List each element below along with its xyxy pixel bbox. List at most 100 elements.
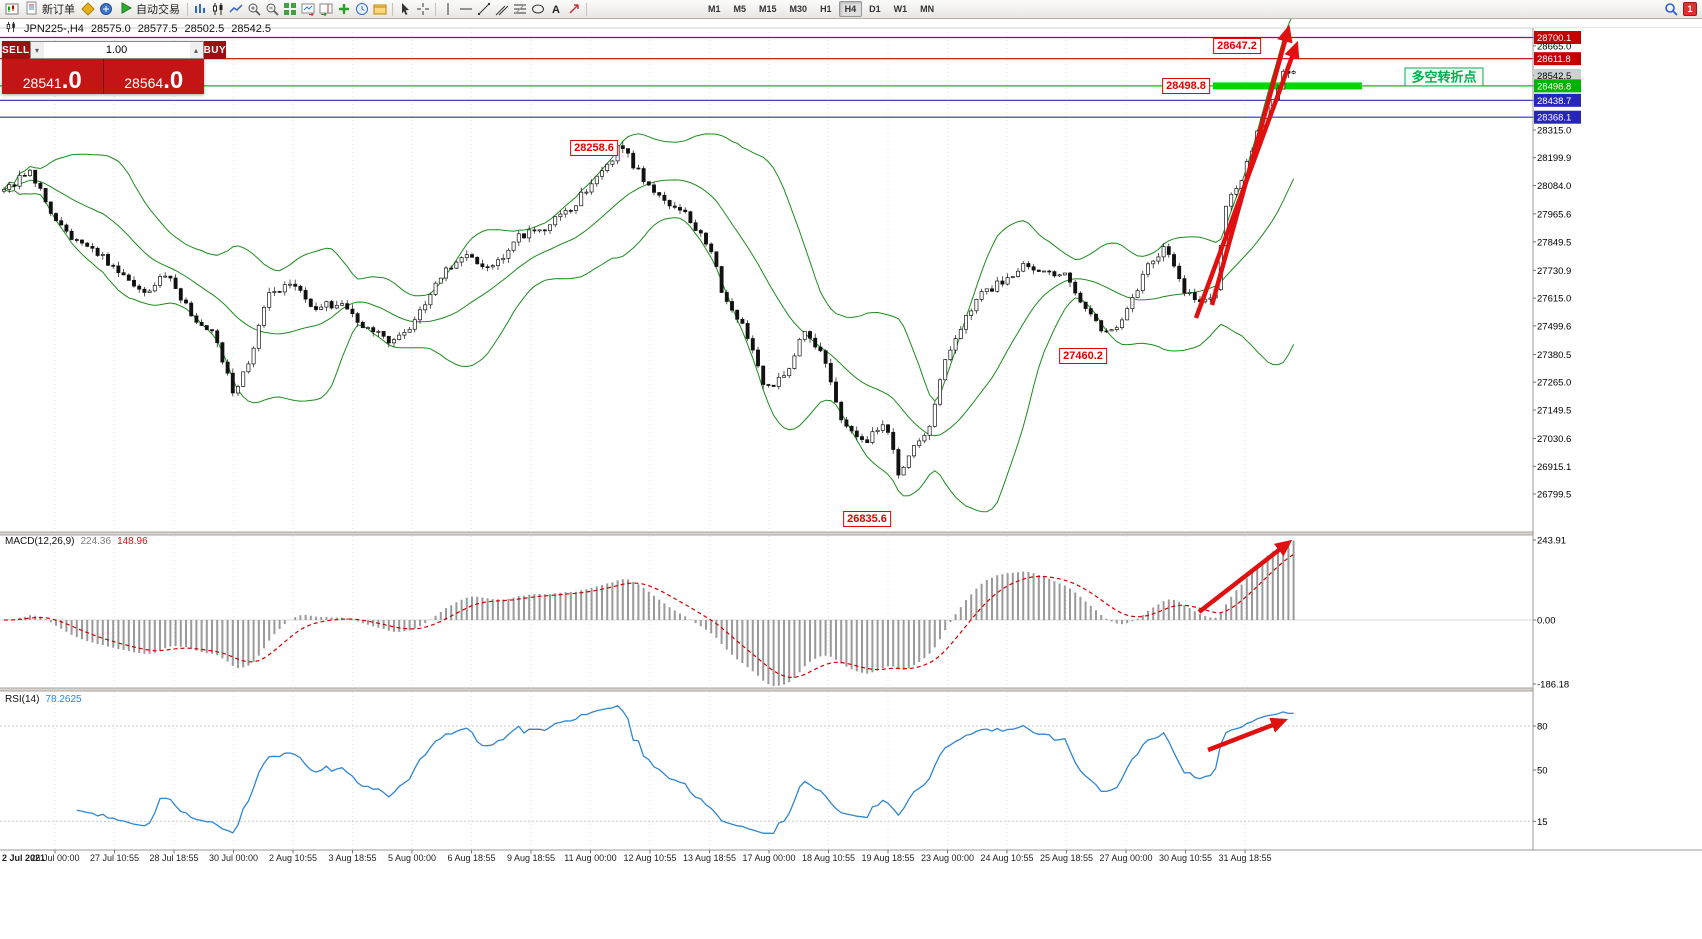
volume-box: ▾ ▴ <box>29 41 204 59</box>
svg-text:2 Aug 10:55: 2 Aug 10:55 <box>269 853 317 863</box>
periods-icon[interactable] <box>353 1 371 17</box>
auto-scroll-icon[interactable] <box>299 1 317 17</box>
svg-text:28199.9: 28199.9 <box>1537 153 1571 164</box>
svg-text:26 Jul 00:00: 26 Jul 00:00 <box>30 853 79 863</box>
crosshair-icon[interactable] <box>414 1 432 17</box>
pane-separator[interactable] <box>0 531 1702 536</box>
svg-text:-186.18: -186.18 <box>1537 680 1569 691</box>
volume-decrease-button[interactable]: ▾ <box>30 42 44 58</box>
svg-text:27030.6: 27030.6 <box>1537 434 1571 445</box>
macd-signal-line <box>3 553 1294 679</box>
rsi-value: 78.2625 <box>45 694 82 705</box>
zoom-out-icon[interactable] <box>263 1 281 17</box>
ohlc-high: 28577.5 <box>137 22 178 35</box>
tile-windows-icon[interactable] <box>281 1 299 17</box>
chart-shift-icon[interactable] <box>317 1 335 17</box>
cursor-icon[interactable] <box>396 1 414 17</box>
trend-arrows[interactable] <box>1193 24 1300 753</box>
rsi-name: RSI(14) <box>5 694 40 705</box>
tf-button-w1[interactable]: W1 <box>893 4 908 14</box>
svg-text:28542.5: 28542.5 <box>1537 71 1571 82</box>
svg-text:30 Aug 10:55: 30 Aug 10:55 <box>1159 853 1212 863</box>
svg-text:26915.1: 26915.1 <box>1537 462 1571 473</box>
autotrading-button[interactable]: 自动交易 <box>115 1 184 17</box>
svg-text:28084.0: 28084.0 <box>1537 181 1571 192</box>
pane-separator[interactable] <box>0 687 1702 692</box>
svg-text:25 Aug 18:55: 25 Aug 18:55 <box>1040 853 1093 863</box>
macd-signal-value: 148.96 <box>117 536 148 547</box>
svg-text:9 Aug 18:55: 9 Aug 18:55 <box>507 853 555 863</box>
ohlc-open: 28575.0 <box>90 22 131 35</box>
support-zone-line[interactable] <box>1213 82 1362 90</box>
new-order-button[interactable]: 新订单 <box>21 1 79 17</box>
macd-name: MACD(12,26,9) <box>5 536 75 547</box>
tf-button-d1[interactable]: D1 <box>869 4 881 14</box>
svg-text:27499.6: 27499.6 <box>1537 321 1571 332</box>
trendline-icon[interactable] <box>475 1 493 17</box>
svg-text:28 Jul 18:55: 28 Jul 18:55 <box>149 853 198 863</box>
notification-badge[interactable]: 1 <box>1683 2 1697 16</box>
svg-text:19 Aug 18:55: 19 Aug 18:55 <box>861 853 914 863</box>
arrow-label-icon[interactable] <box>565 1 583 17</box>
price-label-tag[interactable]: 28647.2 <box>1213 38 1261 54</box>
navigator-icon[interactable] <box>97 1 115 17</box>
fibonacci-icon[interactable] <box>511 1 529 17</box>
tf-button-h1[interactable]: H1 <box>820 4 832 14</box>
svg-text:28498.8: 28498.8 <box>1537 81 1571 92</box>
search-icon[interactable] <box>1662 1 1680 17</box>
tf-button-h4[interactable]: H4 <box>838 1 863 17</box>
toolbar-separator <box>392 2 393 16</box>
sell-price[interactable]: 28541.0 <box>2 59 104 94</box>
candle-chart-icon[interactable] <box>209 1 227 17</box>
tf-button-m1[interactable]: M1 <box>708 4 721 14</box>
shapes-icon[interactable] <box>529 1 547 17</box>
chart-background[interactable] <box>0 18 1702 939</box>
add-indicator-icon[interactable] <box>335 1 353 17</box>
one-click-trading-panel: SELL ▾ ▴ BUY 28541.0 28564.0 <box>2 41 227 94</box>
templates-icon[interactable] <box>371 1 389 17</box>
toolbar-separator <box>435 2 436 16</box>
bar-chart-icon[interactable] <box>191 1 209 17</box>
svg-text:28315.0: 28315.0 <box>1537 126 1571 137</box>
tf-button-mn[interactable]: MN <box>920 4 935 14</box>
tf-button-m5[interactable]: M5 <box>733 4 747 14</box>
buy-price-frac: .0 <box>163 67 184 94</box>
text-icon[interactable]: A <box>547 1 565 17</box>
new-chart-icon[interactable] <box>3 1 21 17</box>
trend-note[interactable]: 多空转折点 <box>1404 67 1484 87</box>
rsi-label: RSI(14) 78.2625 <box>5 694 82 705</box>
svg-text:27 Jul 10:55: 27 Jul 10:55 <box>90 853 139 863</box>
macd-axis: 243.91 0.00 -186.18 <box>1533 536 1569 691</box>
svg-text:5 Aug 00:00: 5 Aug 00:00 <box>388 853 436 863</box>
svg-text:80: 80 <box>1537 722 1548 733</box>
volume-increase-button[interactable]: ▴ <box>189 42 203 58</box>
volume-input[interactable] <box>43 42 190 58</box>
svg-text:243.91: 243.91 <box>1537 536 1566 547</box>
svg-text:17 Aug 00:00: 17 Aug 00:00 <box>742 853 795 863</box>
price-label-tag[interactable]: 28258.6 <box>570 140 618 156</box>
channel-icon[interactable] <box>493 1 511 17</box>
chart-area[interactable]: 28700.128665.028611.828542.528498.828438… <box>0 18 1702 939</box>
tf-button-m15[interactable]: M15 <box>759 4 777 14</box>
svg-text:27965.6: 27965.6 <box>1537 209 1571 220</box>
svg-text:2 Jul 2021: 2 Jul 2021 <box>2 853 45 863</box>
buy-button[interactable]: BUY <box>203 41 227 59</box>
vertical-line-icon[interactable] <box>439 1 457 17</box>
market-watch-icon[interactable] <box>79 1 97 17</box>
buy-price[interactable]: 28564.0 <box>104 59 205 94</box>
zoom-in-icon[interactable] <box>245 1 263 17</box>
svg-text:28611.8: 28611.8 <box>1537 54 1571 65</box>
price-label-tag[interactable]: 26835.6 <box>843 511 891 527</box>
svg-text:13 Aug 18:55: 13 Aug 18:55 <box>683 853 736 863</box>
price-label-tag[interactable]: 28498.8 <box>1162 78 1210 94</box>
tf-button-m30[interactable]: M30 <box>789 4 808 14</box>
price-label-tag[interactable]: 27460.2 <box>1059 348 1107 364</box>
line-chart-icon[interactable] <box>227 1 245 17</box>
toolbar: 新订单 自动交易 A M1 M5 M15 M30 H1 H4 D1 W1 MN 1 <box>0 0 1702 19</box>
horizontal-line-icon[interactable] <box>457 1 475 17</box>
sell-button[interactable]: SELL <box>2 41 30 59</box>
svg-text:28368.1: 28368.1 <box>1537 113 1571 124</box>
